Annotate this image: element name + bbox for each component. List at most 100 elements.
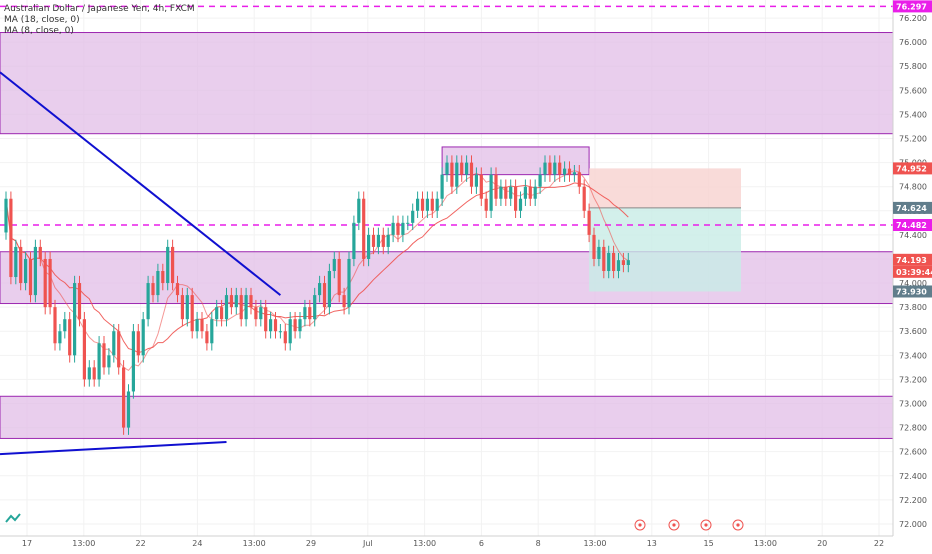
candle bbox=[563, 161, 567, 182]
price-label-text: 03:39:44 bbox=[896, 268, 932, 277]
candle bbox=[220, 299, 224, 327]
candle-body bbox=[489, 174, 493, 211]
candle-body bbox=[9, 198, 13, 278]
candle-body bbox=[396, 222, 400, 235]
price-tick-label: 72.000 bbox=[899, 520, 927, 529]
candle-body bbox=[381, 234, 385, 247]
candle bbox=[489, 167, 493, 219]
candle-body bbox=[386, 234, 390, 247]
event-marker-icon bbox=[634, 519, 646, 531]
candle-body bbox=[24, 258, 28, 284]
candle bbox=[582, 179, 586, 219]
time-tick-label: 13 bbox=[647, 539, 657, 548]
candle bbox=[313, 287, 317, 327]
candle-body bbox=[224, 295, 229, 320]
candle-body bbox=[131, 331, 135, 392]
candle-body bbox=[141, 319, 145, 356]
event-marker-icon bbox=[668, 519, 680, 531]
event-marker-dot bbox=[638, 523, 642, 527]
candle bbox=[430, 191, 434, 219]
candle-body bbox=[171, 246, 175, 284]
candle-body bbox=[68, 319, 72, 356]
candle bbox=[24, 251, 28, 291]
candle-body bbox=[416, 198, 420, 211]
time-tick-label: 13:00 bbox=[754, 539, 777, 548]
candle bbox=[352, 215, 356, 267]
price-tick-label: 72.800 bbox=[899, 424, 927, 433]
candle-body bbox=[548, 162, 552, 175]
candle bbox=[450, 155, 454, 194]
candle-body bbox=[460, 162, 464, 175]
candle bbox=[166, 239, 170, 291]
price-label-bg bbox=[893, 201, 932, 214]
event-marker-icon bbox=[732, 519, 744, 531]
time-tick-label: 22 bbox=[136, 539, 146, 548]
candle-body bbox=[401, 222, 405, 235]
candle-body bbox=[342, 295, 346, 308]
candle bbox=[117, 324, 121, 375]
candle bbox=[602, 239, 606, 279]
price-label-countdown: 03:39:44 bbox=[893, 265, 932, 278]
candle bbox=[322, 275, 327, 315]
candle-body bbox=[38, 246, 42, 259]
candle-body bbox=[499, 186, 503, 199]
price-tick-label: 74.400 bbox=[899, 231, 927, 240]
candle bbox=[303, 299, 307, 327]
candle bbox=[538, 167, 542, 194]
candle-body bbox=[239, 295, 243, 320]
price-label-entry: 74.624 bbox=[893, 201, 932, 214]
candle bbox=[499, 179, 503, 206]
candle bbox=[357, 191, 361, 231]
candle-body bbox=[166, 246, 170, 284]
candle bbox=[445, 155, 449, 182]
candle bbox=[146, 275, 150, 327]
candle bbox=[273, 311, 278, 339]
candle-body bbox=[259, 307, 263, 320]
candle-body bbox=[602, 246, 606, 272]
candle bbox=[587, 203, 591, 243]
price-tick-label: 73.200 bbox=[899, 375, 927, 384]
candle bbox=[504, 179, 508, 206]
candle-body bbox=[563, 168, 567, 175]
candle bbox=[416, 191, 420, 219]
candle bbox=[553, 155, 557, 182]
candle-body bbox=[117, 331, 121, 368]
price-tick-label: 75.800 bbox=[899, 62, 927, 71]
candle-body bbox=[190, 295, 194, 332]
candle-body bbox=[337, 258, 341, 296]
candle bbox=[548, 155, 552, 182]
candle bbox=[420, 191, 425, 219]
candle-body bbox=[210, 319, 214, 344]
candle bbox=[411, 203, 415, 231]
candle bbox=[327, 263, 331, 315]
price-tick-label: 73.800 bbox=[899, 303, 927, 312]
candle bbox=[572, 165, 576, 182]
candle-body bbox=[357, 198, 361, 223]
candle bbox=[141, 311, 145, 363]
candle bbox=[264, 299, 268, 339]
candle-body bbox=[607, 252, 611, 272]
candle-body bbox=[234, 295, 238, 308]
candle-body bbox=[538, 174, 542, 187]
time-tick-label: 13:00 bbox=[413, 539, 436, 548]
candle bbox=[455, 155, 459, 194]
time-tick-label: 8 bbox=[536, 539, 541, 548]
price-label-text: 74.952 bbox=[896, 164, 927, 173]
price-label-dashed: 76.297 bbox=[893, 0, 932, 13]
candle bbox=[249, 287, 253, 315]
candle bbox=[205, 324, 209, 351]
price-tick-label: 74.000 bbox=[899, 279, 927, 288]
candle bbox=[278, 324, 282, 339]
time-tick-label: 17 bbox=[22, 539, 32, 548]
candle-body bbox=[352, 222, 356, 259]
candle-body bbox=[298, 319, 302, 332]
candle-body bbox=[318, 283, 322, 296]
candle bbox=[200, 311, 204, 339]
candle-body bbox=[102, 343, 106, 368]
candle bbox=[406, 215, 410, 231]
candles bbox=[4, 155, 630, 435]
candle bbox=[533, 179, 537, 206]
candle-body bbox=[558, 162, 562, 175]
